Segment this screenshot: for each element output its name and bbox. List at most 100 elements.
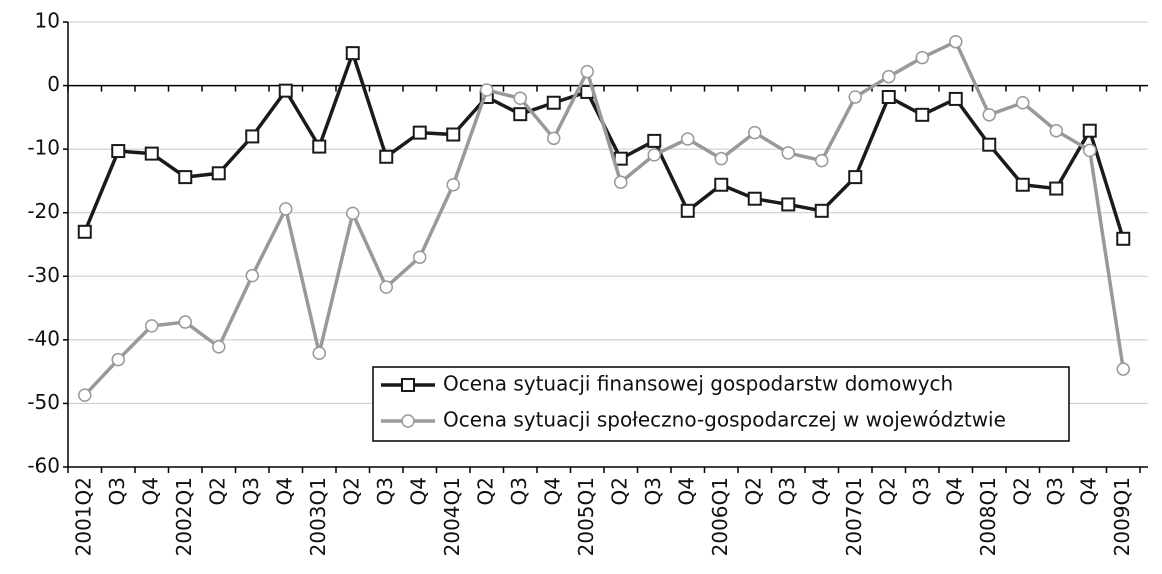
x-tick-label: 2005Q1 bbox=[574, 477, 598, 556]
marker bbox=[312, 346, 326, 360]
y-tick-label: 10 bbox=[35, 9, 60, 33]
marker bbox=[346, 206, 360, 221]
marker bbox=[614, 175, 628, 189]
marker bbox=[882, 69, 896, 84]
y-tick-label: 0 bbox=[47, 72, 60, 96]
marker bbox=[513, 91, 527, 106]
x-tick-label: 2006Q1 bbox=[708, 477, 732, 556]
marker bbox=[647, 148, 661, 162]
series-line bbox=[83, 47, 1125, 240]
marker bbox=[1082, 123, 1097, 138]
marker bbox=[480, 83, 494, 97]
series-line bbox=[83, 39, 1125, 397]
marker bbox=[279, 202, 293, 216]
marker bbox=[546, 95, 561, 110]
marker bbox=[345, 46, 360, 61]
x-tick-label: Q3 bbox=[909, 477, 933, 505]
marker bbox=[747, 191, 762, 206]
x-tick-label: Q2 bbox=[1009, 477, 1033, 505]
x-tick-label: Q2 bbox=[875, 477, 899, 505]
marker bbox=[848, 90, 862, 104]
marker bbox=[178, 315, 192, 329]
marker bbox=[948, 91, 963, 106]
y-tick-label: -60 bbox=[27, 454, 60, 478]
marker bbox=[915, 50, 929, 65]
x-tick-label: Q3 bbox=[641, 477, 665, 505]
marker bbox=[748, 125, 762, 140]
x-tick-label: Q2 bbox=[607, 477, 631, 505]
x-tick-label: 2001Q2 bbox=[71, 477, 95, 556]
marker bbox=[1049, 123, 1063, 138]
marker bbox=[781, 197, 796, 212]
marker bbox=[1015, 177, 1030, 192]
marker bbox=[982, 108, 996, 122]
x-tick-label: Q3 bbox=[775, 477, 799, 505]
marker bbox=[915, 107, 930, 122]
marker bbox=[312, 139, 327, 154]
marker bbox=[278, 83, 293, 98]
marker bbox=[781, 146, 795, 160]
marker bbox=[714, 151, 728, 166]
marker bbox=[446, 177, 460, 192]
marker bbox=[1016, 95, 1030, 110]
y-tick-label: -30 bbox=[27, 263, 60, 287]
y-tick-label: -20 bbox=[27, 199, 60, 223]
marker bbox=[1116, 231, 1131, 246]
marker bbox=[580, 64, 594, 79]
x-tick-label: 2003Q1 bbox=[306, 477, 330, 556]
x-tick-label: 2007Q1 bbox=[842, 477, 866, 556]
x-tick-label: Q2 bbox=[741, 477, 765, 505]
marker bbox=[815, 153, 829, 168]
marker bbox=[78, 388, 92, 402]
marker bbox=[211, 166, 226, 181]
x-tick-label: 2008Q1 bbox=[976, 477, 1000, 556]
x-tick-label: Q2 bbox=[473, 477, 497, 505]
marker bbox=[145, 319, 159, 333]
marker bbox=[1049, 181, 1064, 196]
marker bbox=[111, 352, 125, 367]
legend: Ocena sytuacji finansowej gospodarstw do… bbox=[372, 366, 1070, 442]
legend-label: Ocena sytuacji społeczno-gospodarczej w … bbox=[443, 408, 1006, 432]
x-tick-label: Q3 bbox=[105, 477, 129, 505]
marker bbox=[379, 280, 393, 294]
marker bbox=[144, 146, 159, 161]
marker bbox=[949, 34, 963, 49]
x-tick-label: Q4 bbox=[942, 477, 966, 505]
marker bbox=[245, 268, 259, 283]
marker bbox=[412, 125, 427, 140]
x-tick-label: Q4 bbox=[674, 477, 698, 505]
x-tick-label: Q2 bbox=[205, 477, 229, 505]
legend-box bbox=[372, 366, 1070, 442]
x-tick-label: Q2 bbox=[339, 477, 363, 505]
marker bbox=[681, 132, 695, 146]
x-tick-label: Q3 bbox=[239, 477, 263, 505]
x-tick-label: 2002Q1 bbox=[172, 477, 196, 556]
marker bbox=[1083, 143, 1097, 158]
x-tick-label: Q3 bbox=[1043, 477, 1067, 505]
marker bbox=[77, 224, 92, 239]
marker bbox=[547, 131, 561, 146]
marker bbox=[680, 203, 695, 218]
y-tick-label: -50 bbox=[27, 390, 60, 414]
x-tick-label: Q4 bbox=[808, 477, 832, 505]
x-tick-label: Q3 bbox=[507, 477, 531, 505]
marker bbox=[881, 90, 896, 105]
x-tick-label: Q4 bbox=[540, 477, 564, 505]
marker bbox=[647, 133, 662, 148]
marker bbox=[111, 144, 126, 159]
y-tick-label: -10 bbox=[27, 136, 60, 160]
marker bbox=[714, 177, 729, 192]
x-tick-label: Q4 bbox=[406, 477, 430, 505]
marker bbox=[446, 127, 461, 142]
marker bbox=[982, 137, 997, 152]
marker bbox=[814, 203, 829, 218]
y-tick-label: -40 bbox=[27, 326, 60, 350]
x-tick-label: Q4 bbox=[272, 477, 296, 505]
legend-marker bbox=[401, 378, 415, 392]
x-tick-label: Q3 bbox=[373, 477, 397, 505]
marker bbox=[379, 149, 394, 164]
marker bbox=[178, 170, 193, 185]
marker bbox=[848, 170, 863, 185]
